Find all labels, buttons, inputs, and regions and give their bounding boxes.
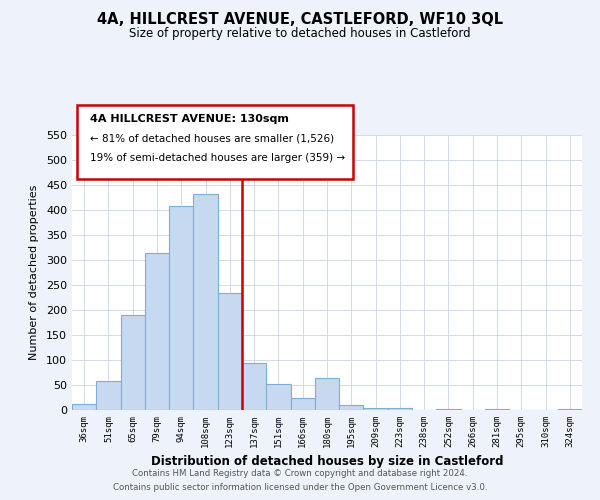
Bar <box>485 408 509 410</box>
Text: 19% of semi-detached houses are larger (359) →: 19% of semi-detached houses are larger (… <box>90 153 345 163</box>
Text: ← 81% of detached houses are smaller (1,526): ← 81% of detached houses are smaller (1,… <box>90 134 334 143</box>
Bar <box>218 293 242 410</box>
Bar <box>339 405 364 410</box>
X-axis label: Distribution of detached houses by size in Castleford: Distribution of detached houses by size … <box>151 456 503 468</box>
FancyBboxPatch shape <box>77 105 353 179</box>
Text: 4A HILLCREST AVENUE: 130sqm: 4A HILLCREST AVENUE: 130sqm <box>90 114 289 124</box>
Bar <box>96 380 121 410</box>
Bar <box>436 408 461 410</box>
Bar <box>193 194 218 410</box>
Bar <box>242 362 266 410</box>
Bar <box>145 253 169 410</box>
Bar <box>558 409 582 410</box>
Bar <box>169 206 193 410</box>
Bar <box>121 315 145 410</box>
Text: Contains public sector information licensed under the Open Government Licence v3: Contains public sector information licen… <box>113 484 487 492</box>
Bar <box>315 378 339 410</box>
Text: 4A, HILLCREST AVENUE, CASTLEFORD, WF10 3QL: 4A, HILLCREST AVENUE, CASTLEFORD, WF10 3… <box>97 12 503 28</box>
Text: Contains HM Land Registry data © Crown copyright and database right 2024.: Contains HM Land Registry data © Crown c… <box>132 468 468 477</box>
Text: Size of property relative to detached houses in Castleford: Size of property relative to detached ho… <box>129 28 471 40</box>
Bar <box>364 408 388 410</box>
Bar <box>72 404 96 410</box>
Bar <box>266 384 290 410</box>
Bar <box>388 408 412 410</box>
Y-axis label: Number of detached properties: Number of detached properties <box>29 185 39 360</box>
Bar <box>290 398 315 410</box>
